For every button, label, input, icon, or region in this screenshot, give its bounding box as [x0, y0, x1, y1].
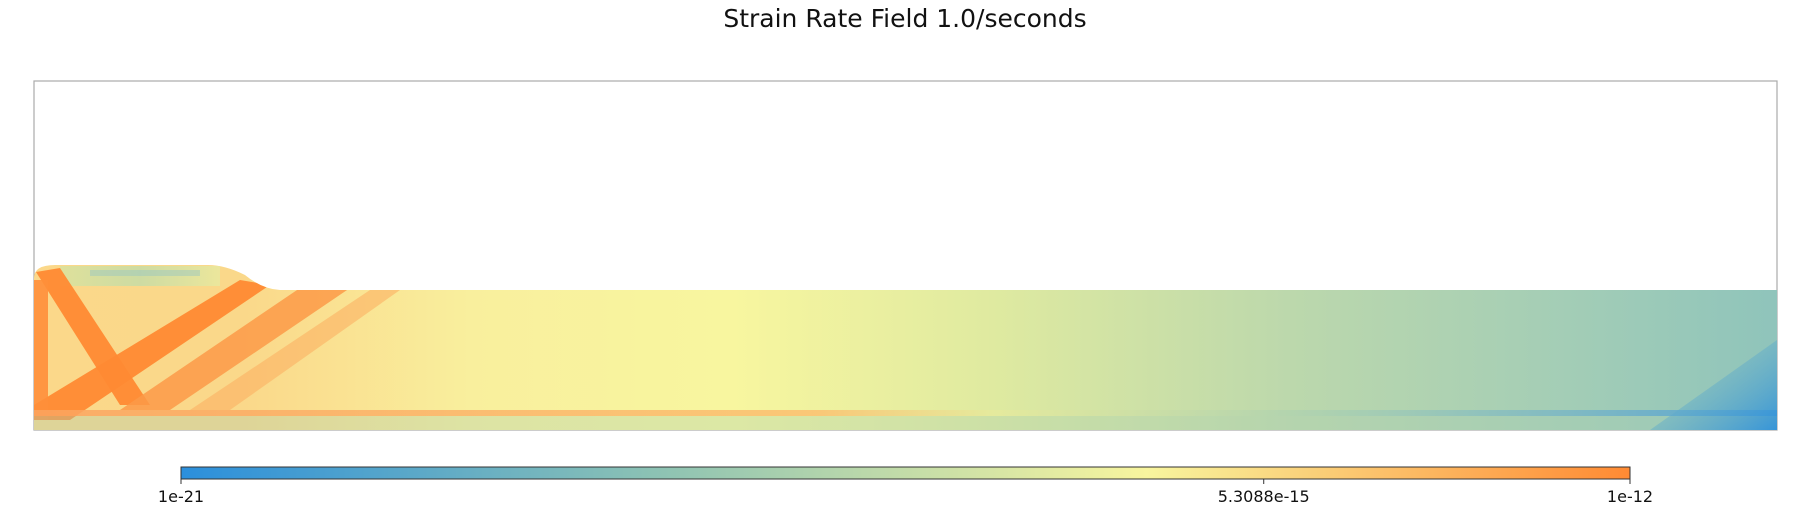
strain-rate-field	[34, 265, 1777, 430]
colorbar-ticks: 1e-21 5.3088e-15 1e-12	[158, 479, 1653, 506]
chart-title: Strain Rate Field 1.0/seconds	[723, 4, 1087, 33]
colorbar-tick-label: 1e-21	[158, 487, 204, 506]
colorbar-tick-label: 1e-12	[1607, 487, 1653, 506]
colorbar-tick-label: 5.3088e-15	[1218, 487, 1310, 506]
colorbar	[180, 466, 1631, 480]
